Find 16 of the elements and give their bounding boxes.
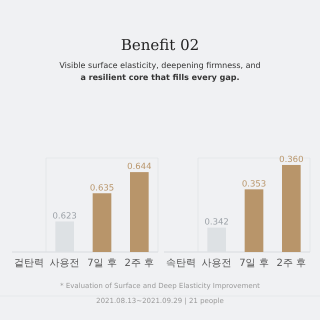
chart-subtitle: Visible surface elasticity, deepening firmness, and a resilient core that fills every gap. [59,61,261,82]
data-label: 0.635 [90,183,114,194]
data-label: 0.644 [127,162,152,172]
data-label: 0.623 [52,211,77,222]
x-tick-label: 2주 후 [276,258,306,269]
x-tick-label: 7일 후 [239,258,269,269]
x-tick-label: 2주 후 [124,258,154,269]
x-tick-label: 사용전 [50,258,80,269]
x-tick-label: 사용전 [202,258,232,269]
data-label: 0.342 [204,218,229,228]
data-label: 0.360 [279,154,304,165]
x-axis-title: 속탄력 [166,258,196,269]
x-tick-label: 7일 후 [87,258,117,269]
chart-title: Benefit 02 [120,36,200,54]
x-axis-title: 겉탄력 [14,258,44,269]
data-label: 0.353 [242,179,266,190]
